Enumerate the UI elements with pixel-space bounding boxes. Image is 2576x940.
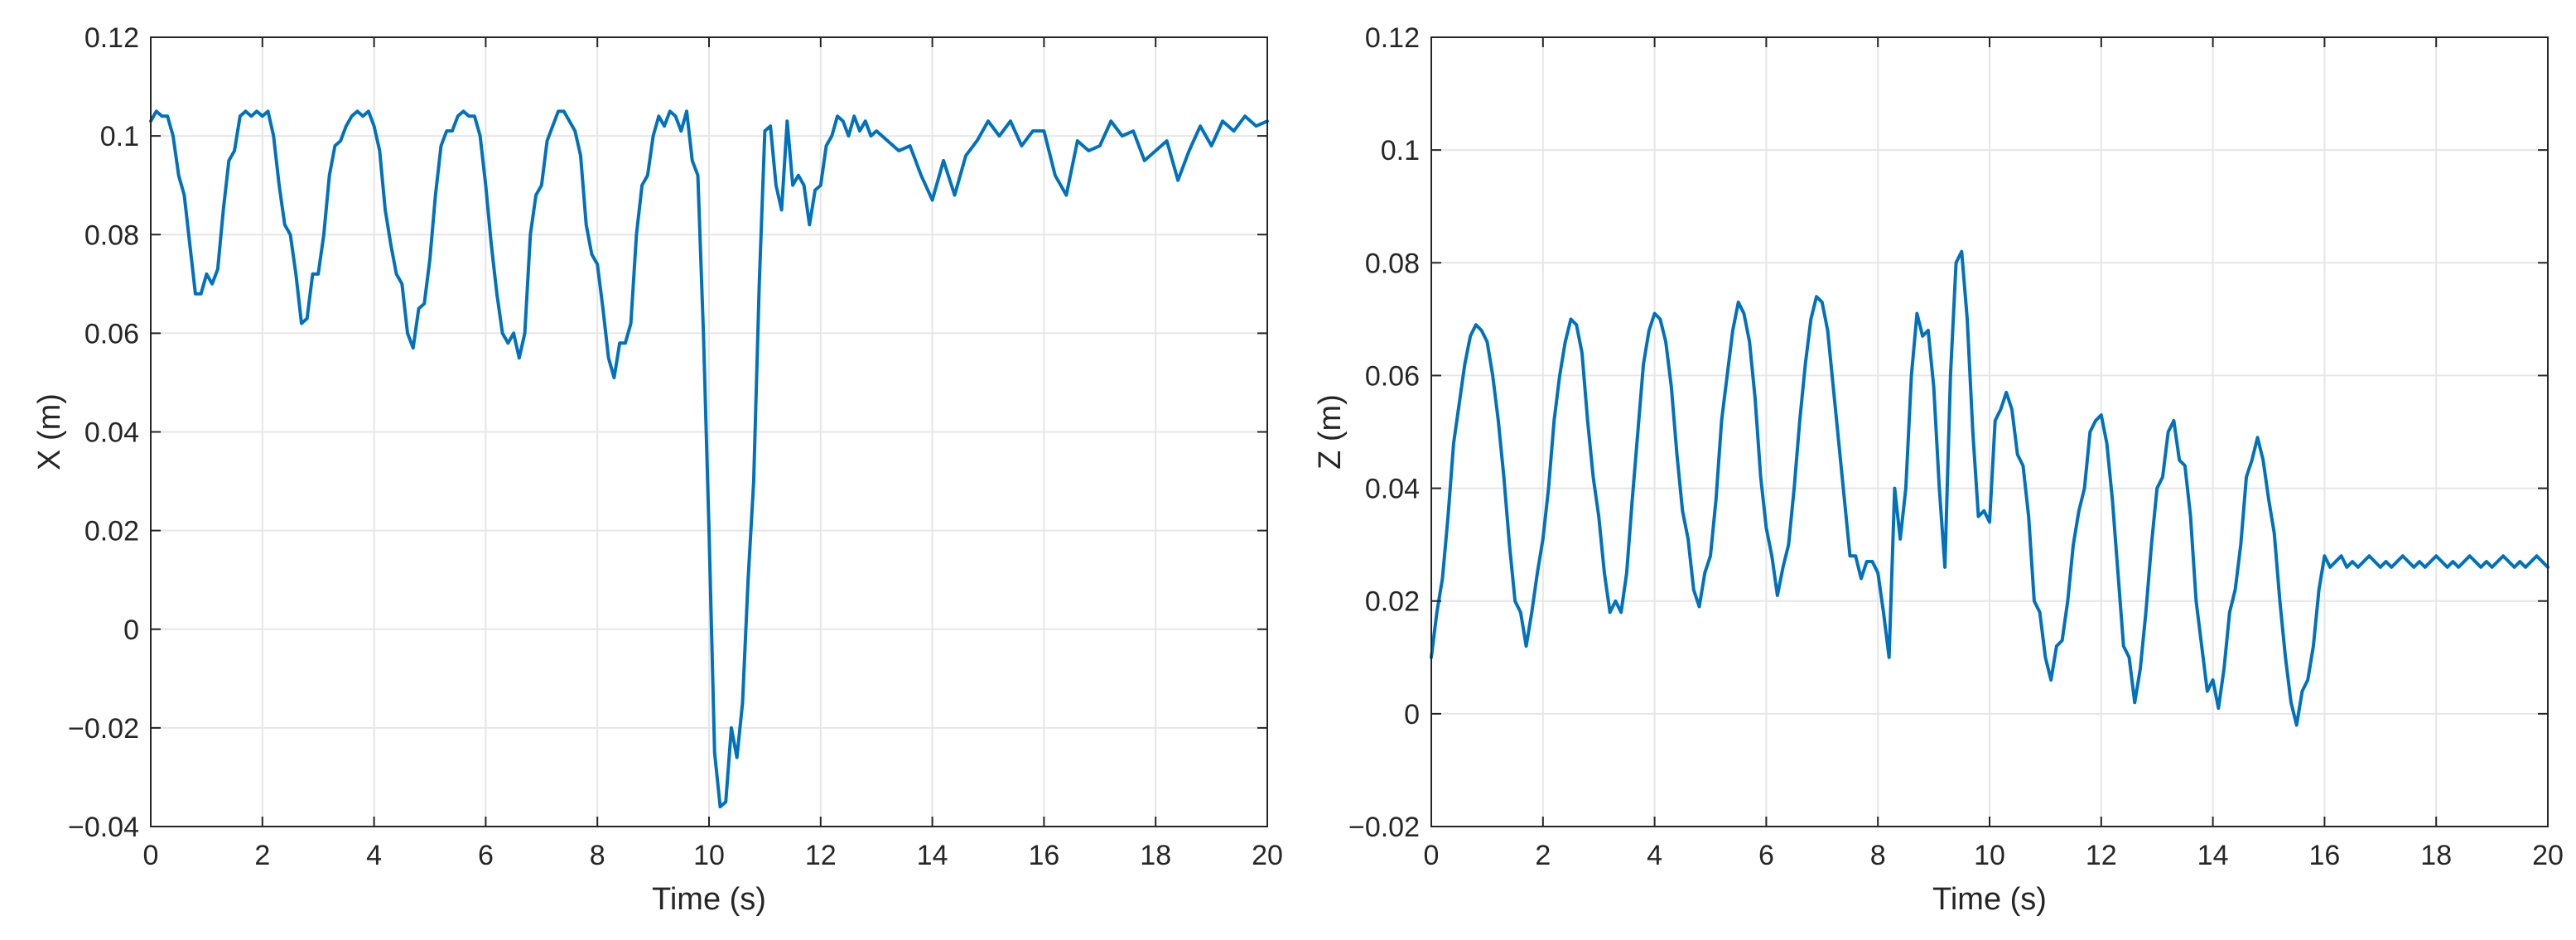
y-tick-label: 0.1 [1381, 135, 1420, 166]
y-tick-label: 0.04 [1365, 474, 1420, 505]
y-tick-label: −0.02 [1348, 812, 1420, 843]
y-tick-label: −0.04 [68, 812, 139, 843]
series-line [1430, 249, 2549, 727]
x-tick-label: 6 [1758, 840, 1774, 871]
x-tick-label: 4 [1647, 840, 1662, 871]
y-tick-label: 0.08 [1365, 248, 1420, 279]
x-tick-label: 16 [1028, 840, 1059, 871]
chart-panel-1: 0 2 4 6 8 10 12 14 16 18 20 −0.04 −0.02 0 0.02 0.04 0.06… [32, 22, 1283, 917]
x-tick-label: 8 [1870, 840, 1886, 871]
y-tick-label: 0.06 [1365, 360, 1420, 392]
x-tick-label: 2 [254, 840, 270, 871]
y-tick-label: 0.08 [84, 219, 139, 251]
x-tick-label: 20 [1252, 840, 1283, 871]
y-tick-label: 0.02 [1365, 586, 1420, 618]
y-axis-label: X (m) [32, 393, 67, 470]
x-axis-label: Time (s) [652, 882, 766, 917]
x-tick-label: 18 [1140, 840, 1171, 871]
y-tick-label: 0.1 [100, 121, 139, 152]
chart-panel-2: 0 2 4 6 8 10 12 14 16 18 20−0.0200.020.040.060.080… [1313, 22, 2564, 917]
y-tick-label: 0 [123, 615, 139, 646]
x-axis-label: Time (s) [1932, 882, 2047, 917]
x-tick-label: 10 [1974, 840, 2005, 871]
x-tick-label: 16 [2308, 840, 2340, 871]
x-tick-label: 0 [1424, 840, 1440, 871]
x-tick-label: 6 [478, 840, 494, 871]
x-tick-label: 2 [1535, 840, 1551, 871]
y-tick-label: −0.02 [68, 713, 139, 745]
y-tick-label: 0.04 [84, 417, 139, 449]
y-tick-label: 0.12 [1365, 22, 1420, 54]
x-tick-label: 0 [143, 840, 159, 871]
x-tick-label: 12 [2086, 840, 2117, 871]
y-axis-label: Z (m) [1313, 394, 1348, 470]
x-tick-label: 4 [366, 840, 382, 871]
y-tick-label: 0.06 [84, 318, 139, 349]
x-tick-label: 10 [693, 840, 725, 871]
x-tick-label: 20 [2532, 840, 2564, 871]
x-tick-label: 18 [2420, 840, 2452, 871]
x-tick-label: 14 [917, 840, 948, 871]
x-tick-label: 8 [590, 840, 605, 871]
y-tick-label: 0.02 [84, 516, 139, 547]
x-tick-label: 14 [2197, 840, 2229, 871]
x-tick-label: 12 [805, 840, 837, 871]
y-tick-label: 0 [1404, 699, 1420, 730]
y-tick-label: 0.12 [84, 22, 139, 54]
series-line [149, 109, 1269, 809]
